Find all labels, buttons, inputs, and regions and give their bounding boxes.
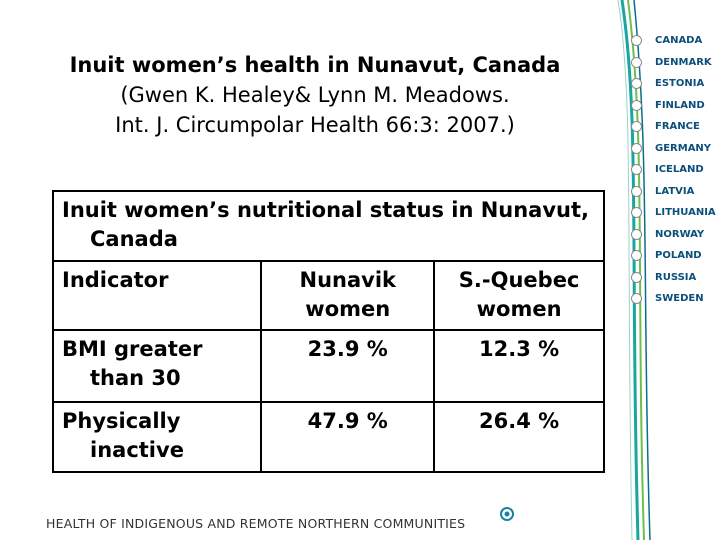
title-block: Inuit women’s health in Nunavut, Canada … bbox=[20, 50, 610, 140]
table-row: Physically inactive 47.9 % 26.4 % bbox=[51, 401, 605, 473]
country: DENMARK bbox=[626, 52, 716, 74]
footer-icon bbox=[504, 511, 510, 517]
header-row: Indicator Nunavik women S.-Quebec women bbox=[51, 260, 605, 331]
country: FRANCE bbox=[626, 116, 716, 138]
title: Inuit women’s health in Nunavut, Canada bbox=[69, 53, 561, 77]
country: FINLAND bbox=[626, 95, 716, 117]
country: POLAND bbox=[626, 245, 716, 267]
table-row: BMI greater than 30 23.9 % 12.3 % bbox=[51, 329, 605, 403]
row-label: BMI greater than 30 bbox=[51, 329, 263, 403]
column-header: S.-Quebec women bbox=[433, 260, 605, 331]
country: ESTONIA bbox=[626, 73, 716, 95]
caption-row: Inuit women’s nutritional status in Nuna… bbox=[52, 190, 605, 262]
cell: 12.3 % bbox=[433, 329, 605, 403]
swoosh bbox=[617, 0, 633, 540]
footer-icon bbox=[500, 507, 514, 521]
country: NORWAY bbox=[626, 224, 716, 246]
citation: Int. J. Circumpolar Health 66:3: 2007.) bbox=[115, 113, 515, 137]
column-header: Nunavik women bbox=[260, 260, 436, 331]
cell: 23.9 % bbox=[260, 329, 436, 403]
country: SWEDEN bbox=[626, 288, 716, 310]
data-table: Inuit women’s nutritional status in Nuna… bbox=[51, 190, 605, 473]
table-caption: Inuit women’s nutritional status in Nuna… bbox=[52, 190, 605, 262]
country: RUSSIA bbox=[626, 267, 716, 289]
column-header: Indicator bbox=[51, 260, 263, 331]
country: LITHUANIA bbox=[626, 202, 716, 224]
country: ICELAND bbox=[626, 159, 716, 181]
cell: 47.9 % bbox=[260, 401, 436, 473]
country: GERMANY bbox=[626, 138, 716, 160]
footer: HEALTH OF INDIGENOUS AND REMOTE NORTHERN… bbox=[46, 516, 466, 531]
country-list: CANADA DENMARK ESTONIA FINLAND FRANCE GERMANY… bbox=[626, 30, 716, 310]
country: LATVIA bbox=[626, 181, 716, 203]
citation: (Gwen K. Healey& Lynn M. Meadows. bbox=[120, 83, 510, 107]
row-label: Physically inactive bbox=[51, 401, 263, 473]
cell: 26.4 % bbox=[433, 401, 605, 473]
country: CANADA bbox=[626, 30, 716, 52]
